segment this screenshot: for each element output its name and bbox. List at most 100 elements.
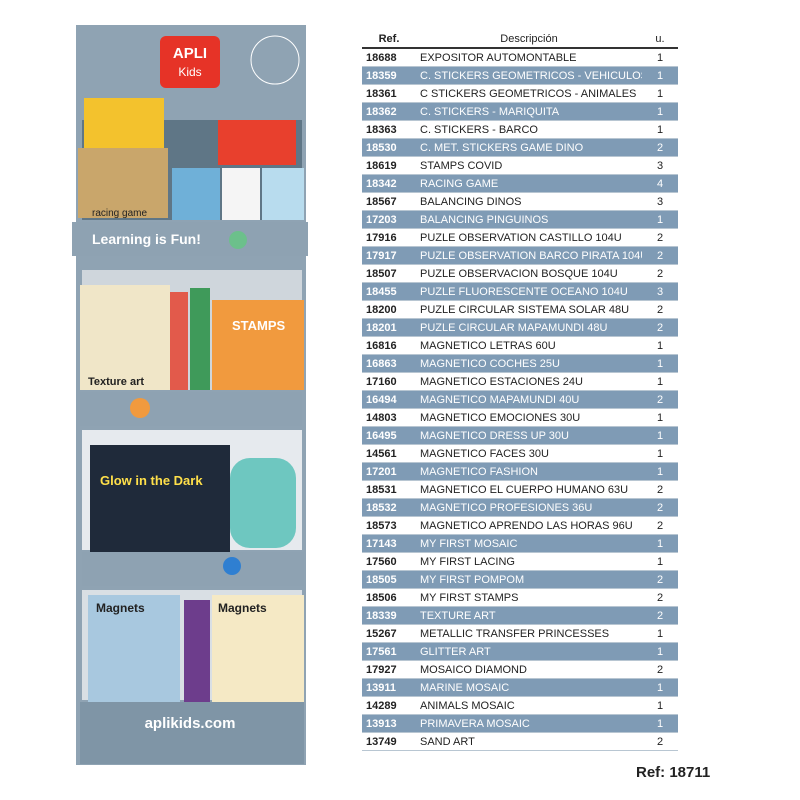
icon	[223, 557, 241, 575]
column-header: u.	[642, 30, 678, 49]
units-cell: 2	[642, 138, 678, 157]
ref-cell: 14803	[362, 408, 416, 427]
units-cell: 1	[642, 48, 678, 67]
product-box	[80, 285, 170, 390]
table-row: 18688 EXPOSITOR AUTOMONTABLE 1	[362, 48, 678, 67]
column-header: Ref.	[362, 30, 416, 49]
display-stand: APLI Kids racing game Learning is Fun! T…	[72, 25, 308, 765]
table-row: 16816 MAGNETICO LETRAS 60U 1	[362, 336, 678, 355]
table-row: 18200 PUZLE CIRCULAR SISTEMA SOLAR 48U 2	[362, 300, 678, 319]
description-cell: MOSAICO DIAMOND	[416, 660, 642, 679]
description-cell: MAGNETICO ESTACIONES 24U	[416, 372, 642, 391]
description-cell: MAGNETICO PROFESIONES 36U	[416, 498, 642, 517]
shelf-front	[82, 552, 304, 586]
description-cell: BALANCING PINGUINOS	[416, 210, 642, 229]
description-cell: PRIMAVERA MOSAIC	[416, 714, 642, 733]
ref-cell: 17561	[362, 642, 416, 661]
product-box	[84, 98, 164, 148]
decoration	[250, 35, 300, 85]
description-cell: MAGNETICO DRESS UP 30U	[416, 426, 642, 445]
units-cell: 1	[642, 444, 678, 463]
table-row: 13749 SAND ART 2	[362, 732, 678, 751]
product-label: STAMPS	[232, 318, 286, 333]
description-cell: MY FIRST STAMPS	[416, 588, 642, 607]
description-cell: RACING GAME	[416, 174, 642, 193]
units-cell: 2	[642, 390, 678, 409]
table-header: Ref. Descripción u.	[362, 30, 678, 49]
table-row: 13911 MARINE MOSAIC 1	[362, 678, 678, 697]
product-box	[88, 595, 180, 705]
table-row: 14289 ANIMALS MOSAIC 1	[362, 696, 678, 715]
description-cell: MY FIRST LACING	[416, 552, 642, 571]
table-row: 18507 PUZLE OBSERVACION BOSQUE 104U 2	[362, 264, 678, 283]
description-cell: MY FIRST MOSAIC	[416, 534, 642, 553]
units-cell: 1	[642, 534, 678, 553]
ref-cell: 18362	[362, 102, 416, 121]
description-cell: PUZLE FLUORESCENTE OCEANO 104U	[416, 282, 642, 301]
ref-cell: 18339	[362, 606, 416, 625]
ref-cell: 18530	[362, 138, 416, 157]
ref-cell: 17203	[362, 210, 416, 229]
description-cell: MY FIRST POMPOM	[416, 570, 642, 589]
table-row: 16863 MAGNETICO COCHES 25U 1	[362, 354, 678, 373]
ref-cell: 18200	[362, 300, 416, 319]
footer-ref: Ref: 18711	[636, 764, 711, 781]
units-cell: 3	[642, 282, 678, 301]
table-row: 18342 RACING GAME 4	[362, 174, 678, 193]
units-cell: 2	[642, 588, 678, 607]
description-cell: PUZLE OBSERVACION BOSQUE 104U	[416, 264, 642, 283]
ref-cell: 16495	[362, 426, 416, 445]
icon	[130, 398, 150, 418]
description-cell: EXPOSITOR AUTOMONTABLE	[416, 48, 642, 67]
units-cell: 3	[642, 156, 678, 175]
ref-cell: 18567	[362, 192, 416, 211]
units-cell: 1	[642, 120, 678, 139]
product-box	[222, 168, 260, 220]
description-cell: C. MET. STICKERS GAME DINO	[416, 138, 642, 157]
table-row: 16494 MAGNETICO MAPAMUNDI 40U 2	[362, 390, 678, 409]
units-cell: 2	[642, 246, 678, 265]
product-label: racing game	[92, 208, 147, 219]
table-row: 18531 MAGNETICO EL CUERPO HUMANO 63U 2	[362, 480, 678, 499]
units-cell: 3	[642, 192, 678, 211]
table-row: 13913 PRIMAVERA MOSAIC 1	[362, 714, 678, 733]
ref-cell: 13749	[362, 732, 416, 751]
ref-cell: 18455	[362, 282, 416, 301]
units-cell: 1	[642, 678, 678, 697]
ref-cell: 17560	[362, 552, 416, 571]
table-row: 18530 C. MET. STICKERS GAME DINO 2	[362, 138, 678, 157]
table-row: 14561 MAGNETICO FACES 30U 1	[362, 444, 678, 463]
table-row: 17160 MAGNETICO ESTACIONES 24U 1	[362, 372, 678, 391]
units-cell: 2	[642, 498, 678, 517]
stand-base	[80, 702, 304, 764]
description-cell: MAGNETICO LETRAS 60U	[416, 336, 642, 355]
description-cell: MAGNETICO FASHION	[416, 462, 642, 481]
table-row: 18361 C STICKERS GEOMETRICOS - ANIMALES 1	[362, 84, 678, 103]
units-cell: 1	[642, 462, 678, 481]
description-cell: MARINE MOSAIC	[416, 678, 642, 697]
units-cell: 2	[642, 570, 678, 589]
units-cell: 2	[642, 660, 678, 679]
description-cell: C. STICKERS - MARIQUITA	[416, 102, 642, 121]
product-table: Ref. Descripción u. 18688 EXPOSITOR AUTOMON…	[362, 30, 678, 751]
ref-cell: 18573	[362, 516, 416, 535]
table-row: 18362 C. STICKERS - MARIQUITA 1	[362, 102, 678, 121]
units-cell: 2	[642, 228, 678, 247]
table-row: 18505 MY FIRST POMPOM 2	[362, 570, 678, 589]
units-cell: 1	[642, 66, 678, 85]
ref-cell: 18688	[362, 48, 416, 67]
product-box	[212, 300, 304, 390]
ref-cell: 16494	[362, 390, 416, 409]
product-box	[218, 120, 296, 165]
ref-cell: 17916	[362, 228, 416, 247]
description-cell: SAND ART	[416, 732, 642, 751]
ref-cell: 18361	[362, 84, 416, 103]
product-label: Magnets	[96, 601, 145, 615]
table-row: 16495 MAGNETICO DRESS UP 30U 1	[362, 426, 678, 445]
table-row: 18339 TEXTURE ART 2	[362, 606, 678, 625]
description-cell: ANIMALS MOSAIC	[416, 696, 642, 715]
units-cell: 1	[642, 426, 678, 445]
description-cell: PUZLE CIRCULAR MAPAMUNDI 48U	[416, 318, 642, 337]
description-cell: PUZLE OBSERVATION BARCO PIRATA 104U	[416, 246, 642, 265]
ref-cell: 16863	[362, 354, 416, 373]
